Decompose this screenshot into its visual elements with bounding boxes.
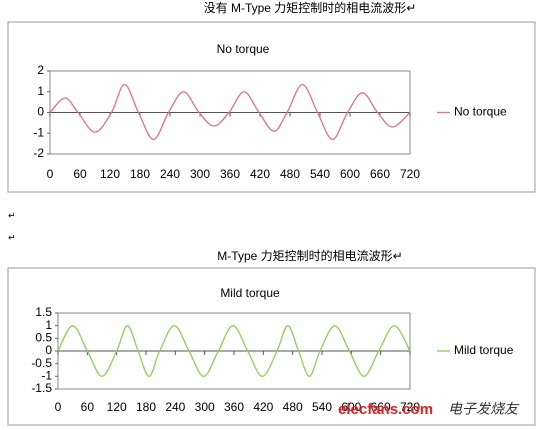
x-tick-label: 480	[280, 167, 300, 181]
chart-frame	[7, 267, 536, 426]
y-tick-label: 0.5	[35, 331, 52, 345]
x-tick-label: 480	[283, 400, 303, 414]
paragraph-mark: ↵	[8, 210, 16, 220]
watermark: elecfans.com	[338, 401, 433, 418]
y-tick-label: 0	[45, 343, 52, 357]
caption: M-Type 力矩控制时的相电流波形↵	[217, 248, 402, 263]
series-line	[49, 83, 411, 141]
y-tick-label: -1	[33, 125, 44, 139]
x-tick-label: 180	[136, 400, 156, 414]
paragraph-mark: ↵	[8, 232, 16, 242]
chart-title: No torque	[217, 42, 270, 56]
x-tick-label: 240	[165, 400, 185, 414]
legend-label: Mild torque	[454, 343, 514, 357]
x-tick-label: 540	[310, 167, 330, 181]
x-tick-label: 300	[190, 167, 210, 181]
y-tick-label: -0.5	[31, 356, 52, 370]
watermark: 电子发烧友	[448, 401, 520, 417]
y-tick-label: 1.5	[35, 305, 52, 319]
chart-title: Mild torque	[220, 286, 280, 300]
x-tick-label: 60	[81, 400, 95, 414]
y-tick-label: -2	[33, 146, 44, 160]
x-tick-label: 660	[370, 167, 390, 181]
x-tick-label: 720	[400, 167, 420, 181]
x-tick-label: 0	[47, 167, 54, 181]
y-tick-label: 1	[45, 318, 52, 332]
x-tick-label: 360	[224, 400, 244, 414]
y-tick-label: -1.5	[31, 381, 52, 395]
x-tick-label: 540	[312, 400, 332, 414]
x-tick-label: 120	[107, 400, 127, 414]
y-tick-label: 0	[37, 105, 44, 119]
chart-frame	[7, 21, 536, 193]
caption: 没有 M-Type 力矩控制时的相电流波形↵	[204, 0, 417, 15]
y-tick-label: -1	[41, 369, 52, 383]
x-tick-label: 360	[220, 167, 240, 181]
x-tick-label: 600	[340, 167, 360, 181]
x-tick-label: 240	[160, 167, 180, 181]
x-tick-label: 180	[130, 167, 150, 181]
x-tick-label: 420	[250, 167, 270, 181]
x-tick-label: 720	[400, 400, 420, 414]
x-tick-label: 60	[73, 167, 87, 181]
y-tick-label: 1	[37, 84, 44, 98]
x-tick-label: 300	[195, 400, 215, 414]
y-tick-label: 2	[37, 63, 44, 77]
x-tick-label: 660	[371, 400, 391, 414]
x-tick-label: 120	[100, 167, 120, 181]
legend-label: No torque	[454, 105, 507, 119]
x-tick-label: 0	[55, 400, 62, 414]
x-tick-label: 420	[253, 400, 273, 414]
x-tick-label: 600	[341, 400, 361, 414]
series-line	[57, 325, 411, 377]
